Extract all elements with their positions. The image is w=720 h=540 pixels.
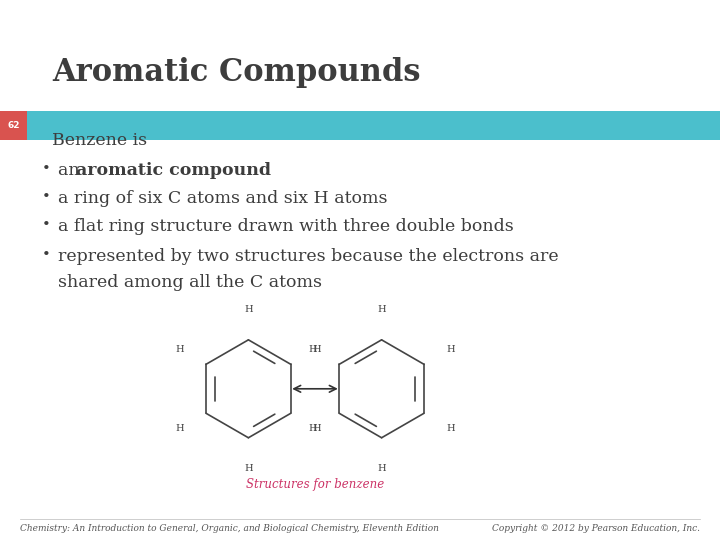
Bar — [0, 111, 720, 140]
Text: an: an — [58, 162, 85, 179]
Text: H: H — [312, 345, 321, 354]
Text: H: H — [176, 424, 184, 433]
Text: Copyright © 2012 by Pearson Education, Inc.: Copyright © 2012 by Pearson Education, I… — [492, 524, 700, 533]
Text: Structures for benzene: Structures for benzene — [246, 478, 384, 491]
Text: Aromatic Compounds: Aromatic Compounds — [52, 57, 420, 87]
Text: H: H — [446, 345, 454, 354]
Text: 62: 62 — [7, 121, 20, 130]
Text: •: • — [42, 162, 50, 176]
Text: a ring of six C atoms and six H atoms: a ring of six C atoms and six H atoms — [58, 190, 387, 207]
Text: •: • — [42, 190, 50, 204]
Text: H: H — [244, 464, 253, 472]
Text: H: H — [312, 424, 321, 433]
Text: aromatic compound: aromatic compound — [76, 162, 271, 179]
Text: Benzene is: Benzene is — [52, 132, 147, 149]
Text: •: • — [42, 218, 50, 232]
Text: H: H — [176, 345, 184, 354]
Text: •: • — [42, 248, 50, 262]
Text: H: H — [377, 464, 386, 472]
Bar — [0, 111, 27, 140]
Text: Chemistry: An Introduction to General, Organic, and Biological Chemistry, Eleven: Chemistry: An Introduction to General, O… — [20, 524, 439, 533]
Text: a flat ring structure drawn with three double bonds: a flat ring structure drawn with three d… — [58, 218, 513, 235]
Text: H: H — [244, 305, 253, 314]
Text: shared among all the C atoms: shared among all the C atoms — [58, 274, 322, 291]
Text: H: H — [377, 305, 386, 314]
Text: H: H — [309, 345, 318, 354]
Text: H: H — [446, 424, 454, 433]
Text: H: H — [309, 424, 318, 433]
Text: represented by two structures because the electrons are: represented by two structures because th… — [58, 248, 558, 265]
